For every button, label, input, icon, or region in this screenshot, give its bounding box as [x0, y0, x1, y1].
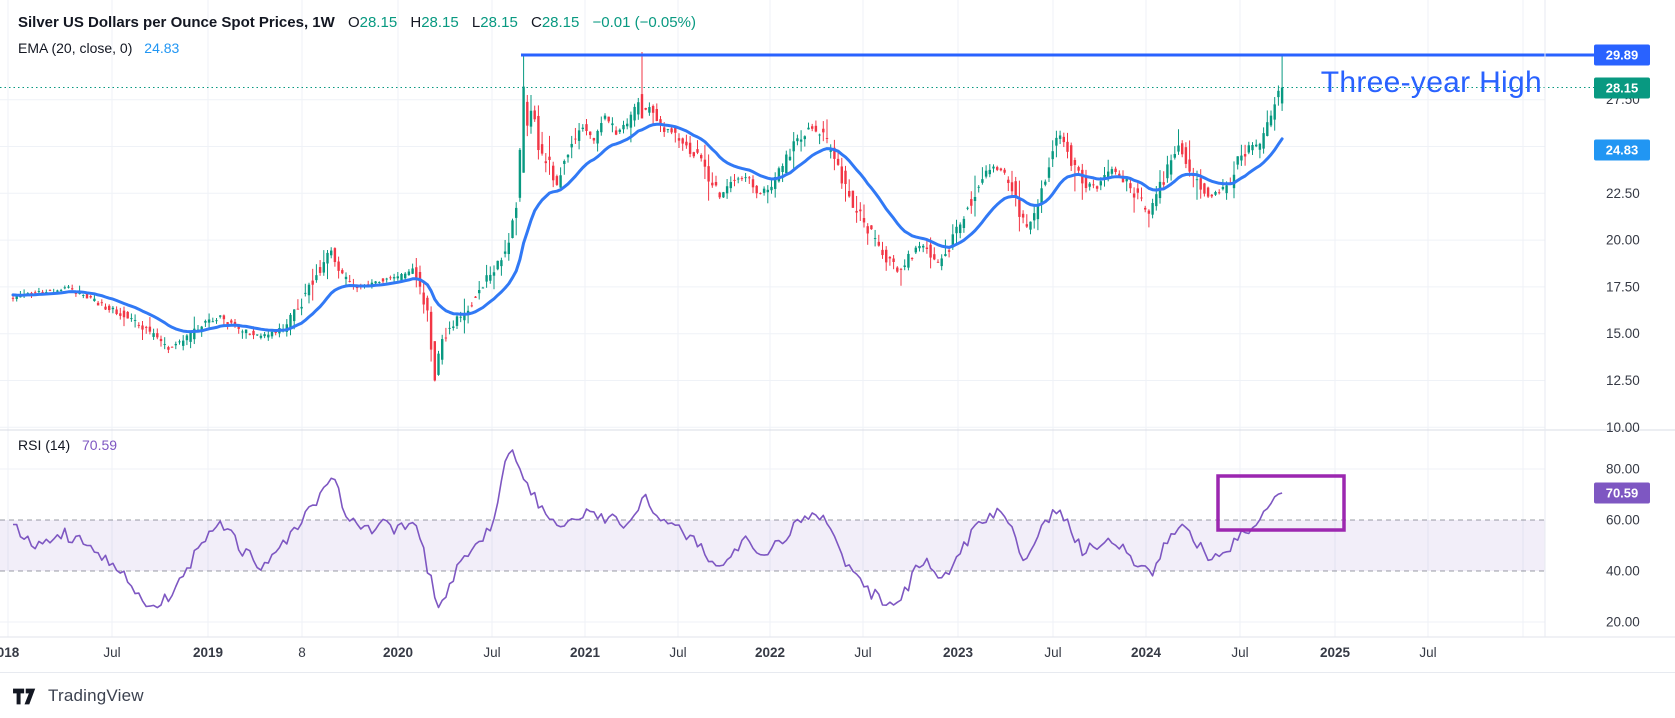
ohlc-open-label: O	[347, 14, 360, 31]
rsi-breakout-box[interactable]	[1216, 474, 1346, 532]
change-value: −0.01 (−0.05%)	[592, 14, 696, 31]
ema-line[interactable]	[11, 122, 1284, 334]
time-tick: 2023	[943, 645, 974, 660]
time-tick: 2021	[570, 645, 601, 660]
ohlc-close-label: C	[530, 14, 542, 31]
time-tick: 2020	[383, 645, 413, 660]
time-tick: Jul	[483, 645, 500, 660]
ohlc-open-value: 28.15	[359, 14, 398, 31]
time-tick: Jul	[1044, 645, 1061, 660]
ema-badge: 24.83	[1594, 139, 1650, 161]
rsi-legend-row[interactable]: RSI (14) 70.59	[18, 437, 117, 453]
symbol-title: Silver US Dollars per Ounce Spot Prices,…	[18, 14, 335, 31]
time-scale-area[interactable]	[0, 637, 1675, 672]
rsi-badge: 70.59	[1594, 482, 1650, 504]
price-tick: 17.50	[1606, 279, 1640, 294]
price-tick: 20.00	[1606, 233, 1640, 248]
three-year-high-annotation[interactable]: Three-year High	[1320, 66, 1542, 99]
price-tick: 12.50	[1606, 373, 1640, 388]
rsi-line[interactable]	[12, 449, 1283, 609]
time-tick: 2025	[1320, 645, 1351, 660]
symbol-legend-row[interactable]: Silver US Dollars per Ounce Spot Prices,…	[18, 14, 696, 31]
ohlc-low-label: L	[471, 14, 481, 31]
rsi-tick: 80.00	[1606, 462, 1640, 477]
tradingview-logo-icon	[13, 688, 36, 704]
time-tick: 018	[0, 645, 20, 660]
last-price-badge: 28.15	[1594, 77, 1650, 99]
time-tick: 2019	[193, 645, 223, 660]
ohlc-close-value: 28.15	[541, 14, 580, 31]
ema-label: EMA (20, close, 0)	[18, 40, 133, 56]
time-tick: Jul	[1231, 645, 1248, 660]
rsi-label: RSI (14)	[18, 437, 71, 453]
footer-bar: TradingView	[0, 672, 1675, 718]
price-tick: 10.00	[1606, 420, 1640, 435]
rsi-tick: 40.00	[1606, 564, 1640, 579]
time-tick: Jul	[669, 645, 686, 660]
tradingview-logo-text: TradingView	[48, 686, 144, 705]
time-tick: Jul	[1419, 645, 1436, 660]
level-badge-29-89: 29.89	[1594, 44, 1650, 66]
time-tick: 2022	[755, 645, 785, 660]
ohlc-high-label: H	[410, 14, 422, 31]
rsi-tick: 20.00	[1606, 615, 1640, 630]
ohlc-high-value: 28.15	[421, 14, 459, 31]
tradingview-logo[interactable]: TradingView	[13, 686, 144, 706]
time-tick: Jul	[103, 645, 120, 660]
main-chart-svg[interactable]: 27.5025.0022.5020.0017.5015.0012.5010.00…	[0, 0, 1675, 672]
rsi-tick: 60.00	[1606, 513, 1640, 528]
ohlc-low-value: 28.15	[480, 14, 518, 31]
price-tick: 15.00	[1606, 326, 1640, 341]
time-tick: Jul	[854, 645, 871, 660]
time-tick: 2024	[1131, 645, 1162, 660]
ema-value: 24.83	[144, 40, 180, 56]
time-tick: 8	[298, 645, 306, 660]
rsi-value: 70.59	[82, 437, 118, 453]
price-tick: 22.50	[1606, 186, 1640, 201]
ema-legend-row[interactable]: EMA (20, close, 0) 24.83	[18, 40, 179, 56]
